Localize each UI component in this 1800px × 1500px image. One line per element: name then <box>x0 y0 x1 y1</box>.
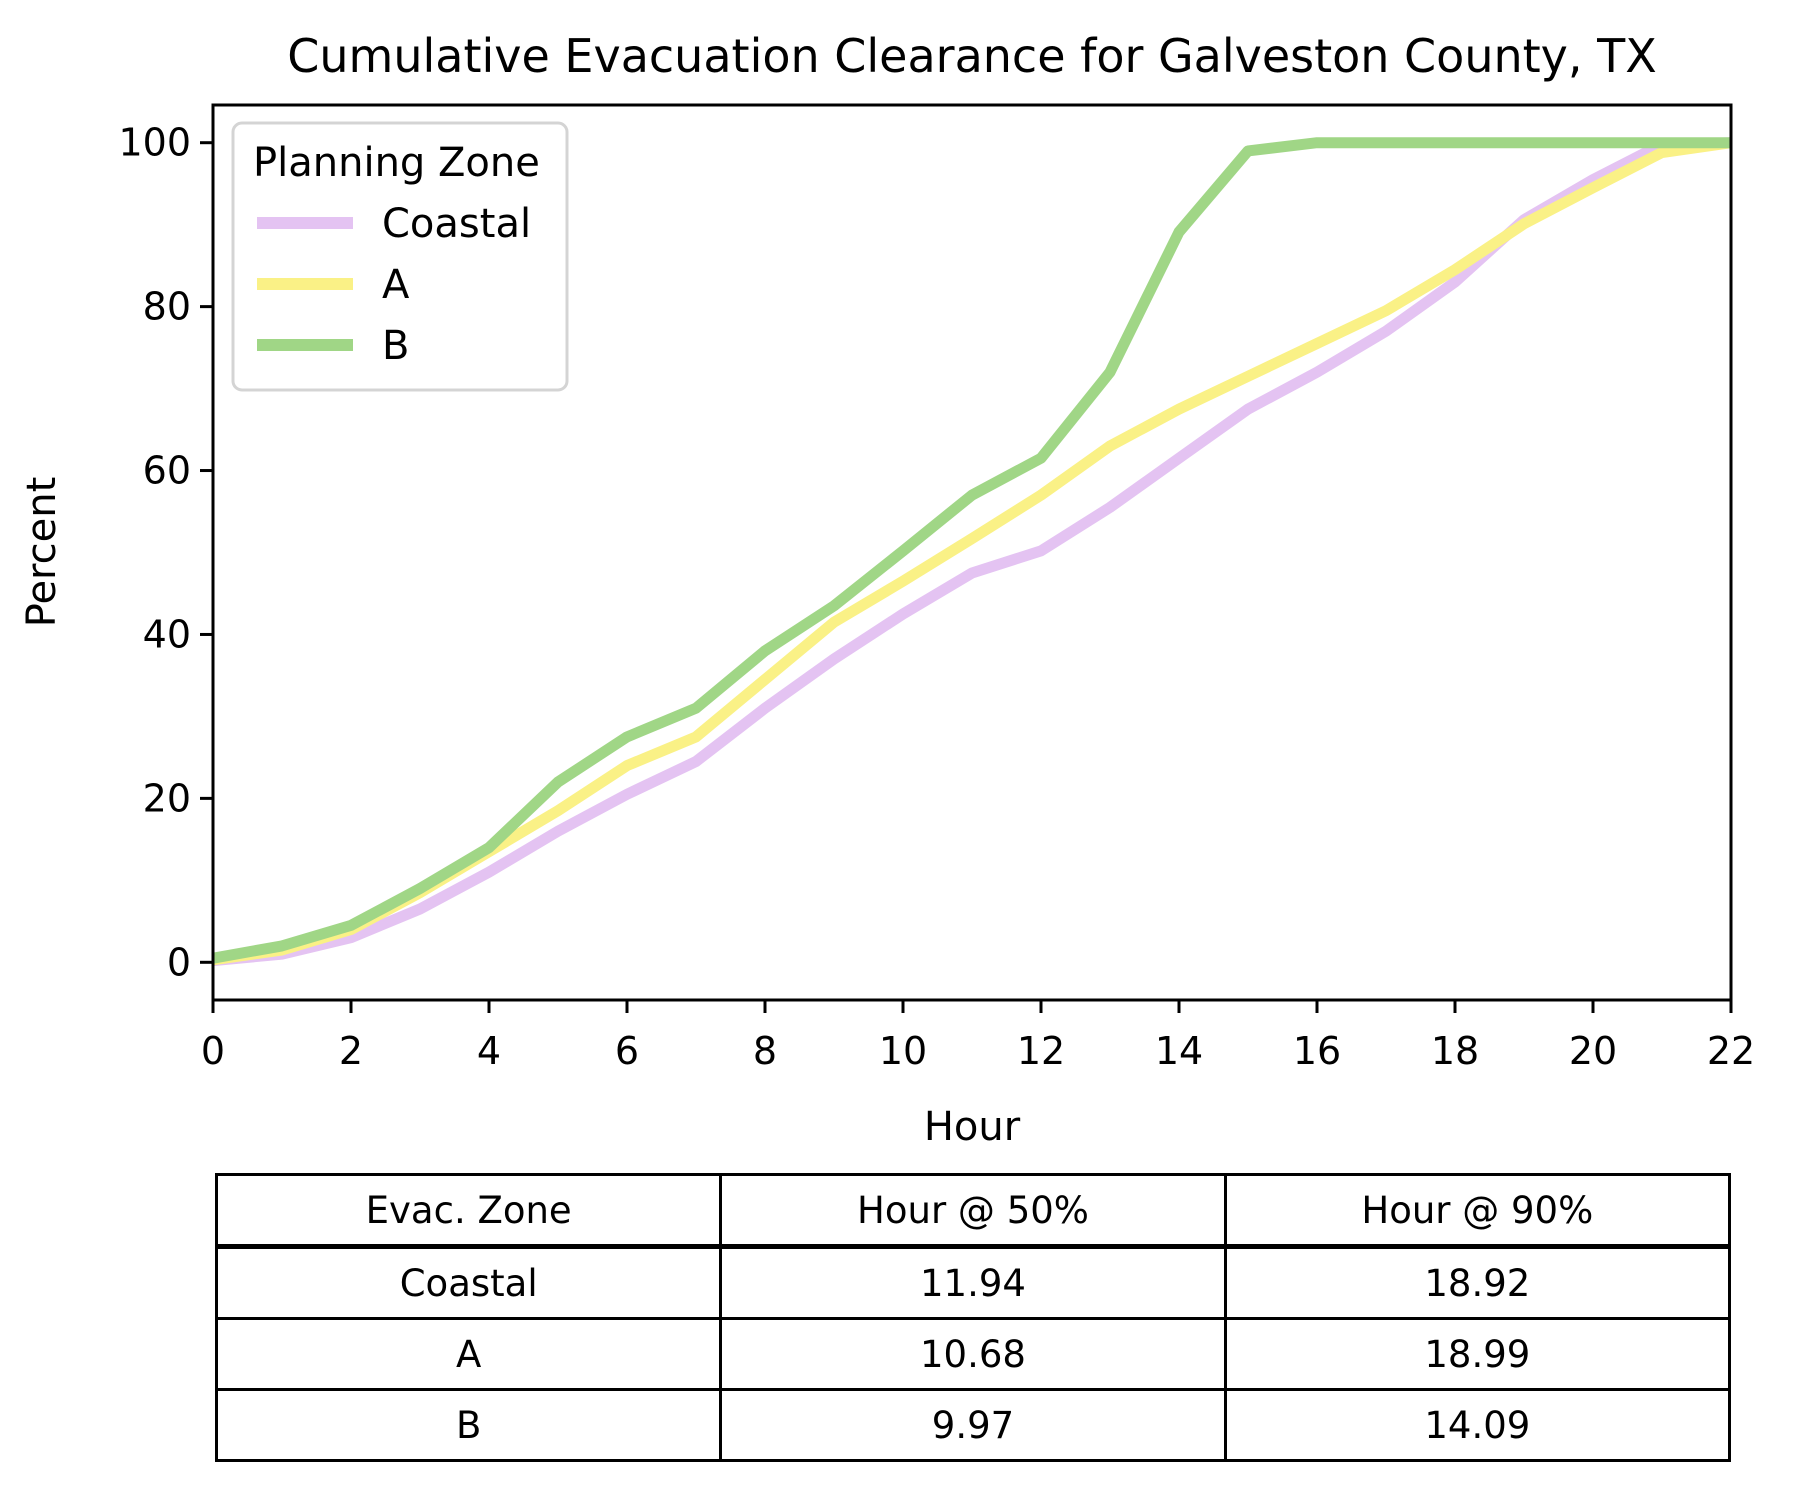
y-tick-label: 0 <box>167 940 191 984</box>
table-header-cell: Evac. Zone <box>214 1173 723 1249</box>
y-axis: 0 20 40 60 80 100 <box>118 121 213 984</box>
x-tick-label: 4 <box>477 1029 501 1073</box>
legend-label-coastal: Coastal <box>382 201 531 247</box>
table-header: Evac. Zone Hour @ 50% Hour @ 90% <box>214 1173 1732 1249</box>
legend-title: Planning Zone <box>253 140 540 186</box>
x-tick-label: 22 <box>1707 1029 1755 1073</box>
series-line-coastal <box>213 137 1731 967</box>
legend: Planning Zone Coastal AB <box>231 121 569 392</box>
chart-plot-area: 0 2 4 6 8 10 12 14 16 18 20 22 0 20 40 60 80 100 Planning … <box>118 103 1755 1073</box>
table-cell: 11.94 <box>719 1245 1227 1320</box>
y-tick-label: 80 <box>143 285 191 329</box>
series-line-b <box>213 137 1731 964</box>
evacuation-clearance-chart: 0 2 4 6 8 10 12 14 16 18 20 22 0 20 40 60 80 100 Planning … <box>19 29 1755 1150</box>
x-axis-label: Hour <box>924 1104 1021 1150</box>
table-cell: Coastal <box>214 1245 723 1320</box>
y-tick-label: 40 <box>143 612 191 656</box>
x-tick-label: 0 <box>201 1029 225 1073</box>
table-cell: 18.92 <box>1223 1245 1732 1320</box>
table-cell: A <box>214 1317 723 1391</box>
x-tick-label: 6 <box>615 1029 639 1073</box>
legend-label-b: B <box>382 323 409 369</box>
y-tick-label: 60 <box>143 449 191 493</box>
y-tick-label: 20 <box>143 776 191 820</box>
y-tick-label: 100 <box>118 121 191 165</box>
x-tick-label: 20 <box>1569 1029 1617 1073</box>
table-cell: 14.09 <box>1223 1388 1732 1462</box>
table-header-cell: Hour @ 90% <box>1223 1173 1732 1249</box>
x-tick-label: 10 <box>879 1029 927 1073</box>
x-tick-label: 16 <box>1293 1029 1341 1073</box>
table-cell: B <box>214 1388 723 1462</box>
x-tick-label: 8 <box>753 1029 777 1073</box>
table-row: Coastal 11.94 18.92 <box>214 1245 1732 1320</box>
table-header-cell: Hour @ 50% <box>719 1173 1227 1249</box>
x-tick-label: 12 <box>1017 1029 1065 1073</box>
x-axis: 0 2 4 6 8 10 12 14 16 18 20 22 <box>201 1000 1755 1073</box>
table-cell: 18.99 <box>1223 1317 1732 1391</box>
table-header-row: Evac. Zone Hour @ 50% Hour @ 90% <box>214 1173 1732 1249</box>
table-row: B 9.97 14.09 <box>214 1388 1732 1462</box>
table-cell: 10.68 <box>719 1317 1227 1391</box>
table-row: A 10.68 18.99 <box>214 1317 1732 1391</box>
clearance-summary-table: Evac. Zone Hour @ 50% Hour @ 90% Coastal 11… <box>214 1173 1732 1462</box>
x-tick-label: 14 <box>1155 1029 1203 1073</box>
legend-box <box>231 121 569 392</box>
x-tick-label: 2 <box>339 1029 363 1073</box>
plot-frame <box>211 103 1733 1002</box>
table-body: Coastal 11.94 18.92 A 10.68 18.99 B 9.97 14.09 <box>214 1245 1732 1462</box>
x-tick-label: 18 <box>1431 1029 1479 1073</box>
legend-label-a: A <box>382 262 410 308</box>
y-axis-label: Percent <box>19 477 65 628</box>
table-cell: 9.97 <box>719 1388 1227 1462</box>
series-lines <box>213 137 1731 967</box>
chart-title: Cumulative Evacuation Clearance for Galv… <box>287 29 1657 83</box>
